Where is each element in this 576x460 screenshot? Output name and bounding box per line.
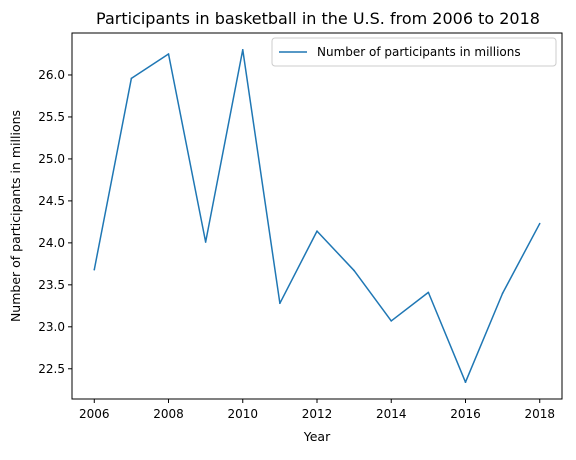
- legend-box: [271, 37, 557, 67]
- y-tick-label: 22.5: [38, 362, 65, 376]
- plot-frame: [71, 32, 563, 400]
- x-tick-label: 2006: [79, 407, 110, 421]
- y-tick-label: 24.5: [38, 194, 65, 208]
- y-axis-ticks: 22.5 23.0 23.5 24.0 24.5 25.0 25.5 26.0: [38, 68, 72, 376]
- y-tick-label: 26.0: [38, 68, 65, 82]
- x-tick-label: 2012: [302, 407, 333, 421]
- data-point: [427, 291, 430, 294]
- data-point: [130, 77, 133, 80]
- y-tick-label: 24.0: [38, 236, 65, 250]
- data-point: [93, 268, 96, 271]
- y-tick-label: 23.5: [38, 278, 65, 292]
- data-point: [241, 48, 244, 51]
- x-axis-label: Year: [303, 429, 331, 444]
- x-tick-label: 2016: [450, 407, 481, 421]
- y-tick-label: 23.0: [38, 320, 65, 334]
- y-tick-label: 25.5: [38, 110, 65, 124]
- x-tick-label: 2008: [153, 407, 184, 421]
- y-axis-label: Number of participants in millions: [8, 110, 23, 322]
- data-point: [204, 241, 207, 243]
- data-point: [316, 230, 318, 232]
- y-tick-label: 25.0: [38, 152, 65, 166]
- data-point: [390, 320, 393, 322]
- data-point: [353, 269, 355, 272]
- series-line: [93, 49, 541, 383]
- x-axis-ticks: 2006 2008 2010 2012 2014 2016 2018: [79, 399, 555, 421]
- data-point: [501, 292, 504, 295]
- data-point: [464, 381, 467, 384]
- data-point: [538, 222, 541, 225]
- x-tick-label: 2014: [376, 407, 407, 421]
- series-layer: [93, 48, 541, 384]
- legend: Number of participants in millions: [271, 37, 557, 67]
- legend-label: Number of participants in millions: [317, 45, 521, 59]
- x-tick-label: 2018: [524, 407, 555, 421]
- chart-title: Participants in basketball in the U.S. f…: [96, 9, 540, 28]
- data-point: [279, 302, 281, 305]
- x-tick-label: 2010: [227, 407, 258, 421]
- data-point: [167, 53, 170, 55]
